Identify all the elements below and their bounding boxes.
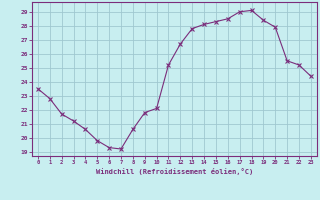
- X-axis label: Windchill (Refroidissement éolien,°C): Windchill (Refroidissement éolien,°C): [96, 168, 253, 175]
